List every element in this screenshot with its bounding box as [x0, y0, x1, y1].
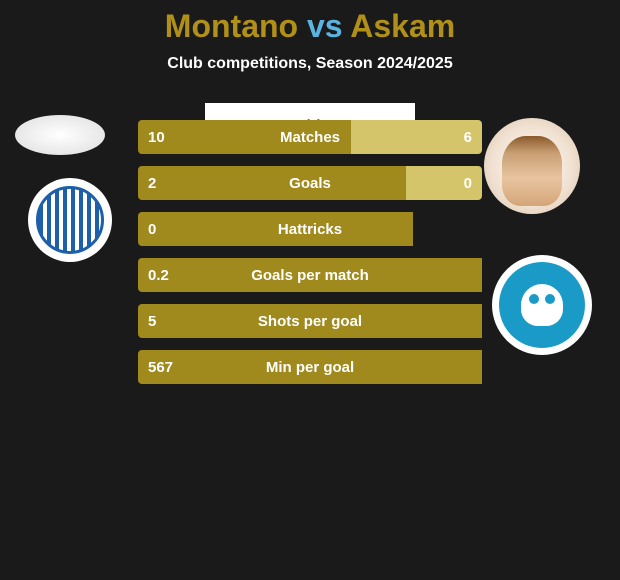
stat-row: 0Hattricks	[138, 212, 482, 246]
stat-value-right: 0	[406, 166, 482, 200]
stat-label: Goals per match	[251, 267, 369, 284]
player-left-avatar	[15, 115, 105, 155]
stat-label: Min per goal	[266, 359, 354, 376]
stats-comparison: 106Matches20Goals0Hattricks0.2Goals per …	[138, 120, 482, 396]
stat-row: 567Min per goal	[138, 350, 482, 384]
stat-label: Goals	[289, 175, 331, 192]
club-right-logo	[492, 255, 592, 355]
page-title: Montano vs Askam	[0, 8, 620, 45]
title-player-left: Montano	[165, 8, 298, 44]
stat-value-right: 6	[351, 120, 482, 154]
stat-row: 5Shots per goal	[138, 304, 482, 338]
stat-value-left: 0	[138, 212, 413, 246]
stat-row: 20 Goals	[138, 166, 482, 200]
stat-label: Hattricks	[278, 221, 342, 238]
subtitle: Club competitions, Season 2024/2025	[0, 55, 620, 73]
title-vs: vs	[307, 8, 343, 44]
stat-row: 0.2Goals per match	[138, 258, 482, 292]
club-left-logo	[28, 178, 112, 262]
stat-row: 106Matches	[138, 120, 482, 154]
player-right-avatar	[484, 118, 580, 214]
stat-label: Shots per goal	[258, 313, 362, 330]
title-player-right: Askam	[350, 8, 455, 44]
stat-label: Matches	[280, 129, 340, 146]
stat-value-left: 2	[138, 166, 406, 200]
